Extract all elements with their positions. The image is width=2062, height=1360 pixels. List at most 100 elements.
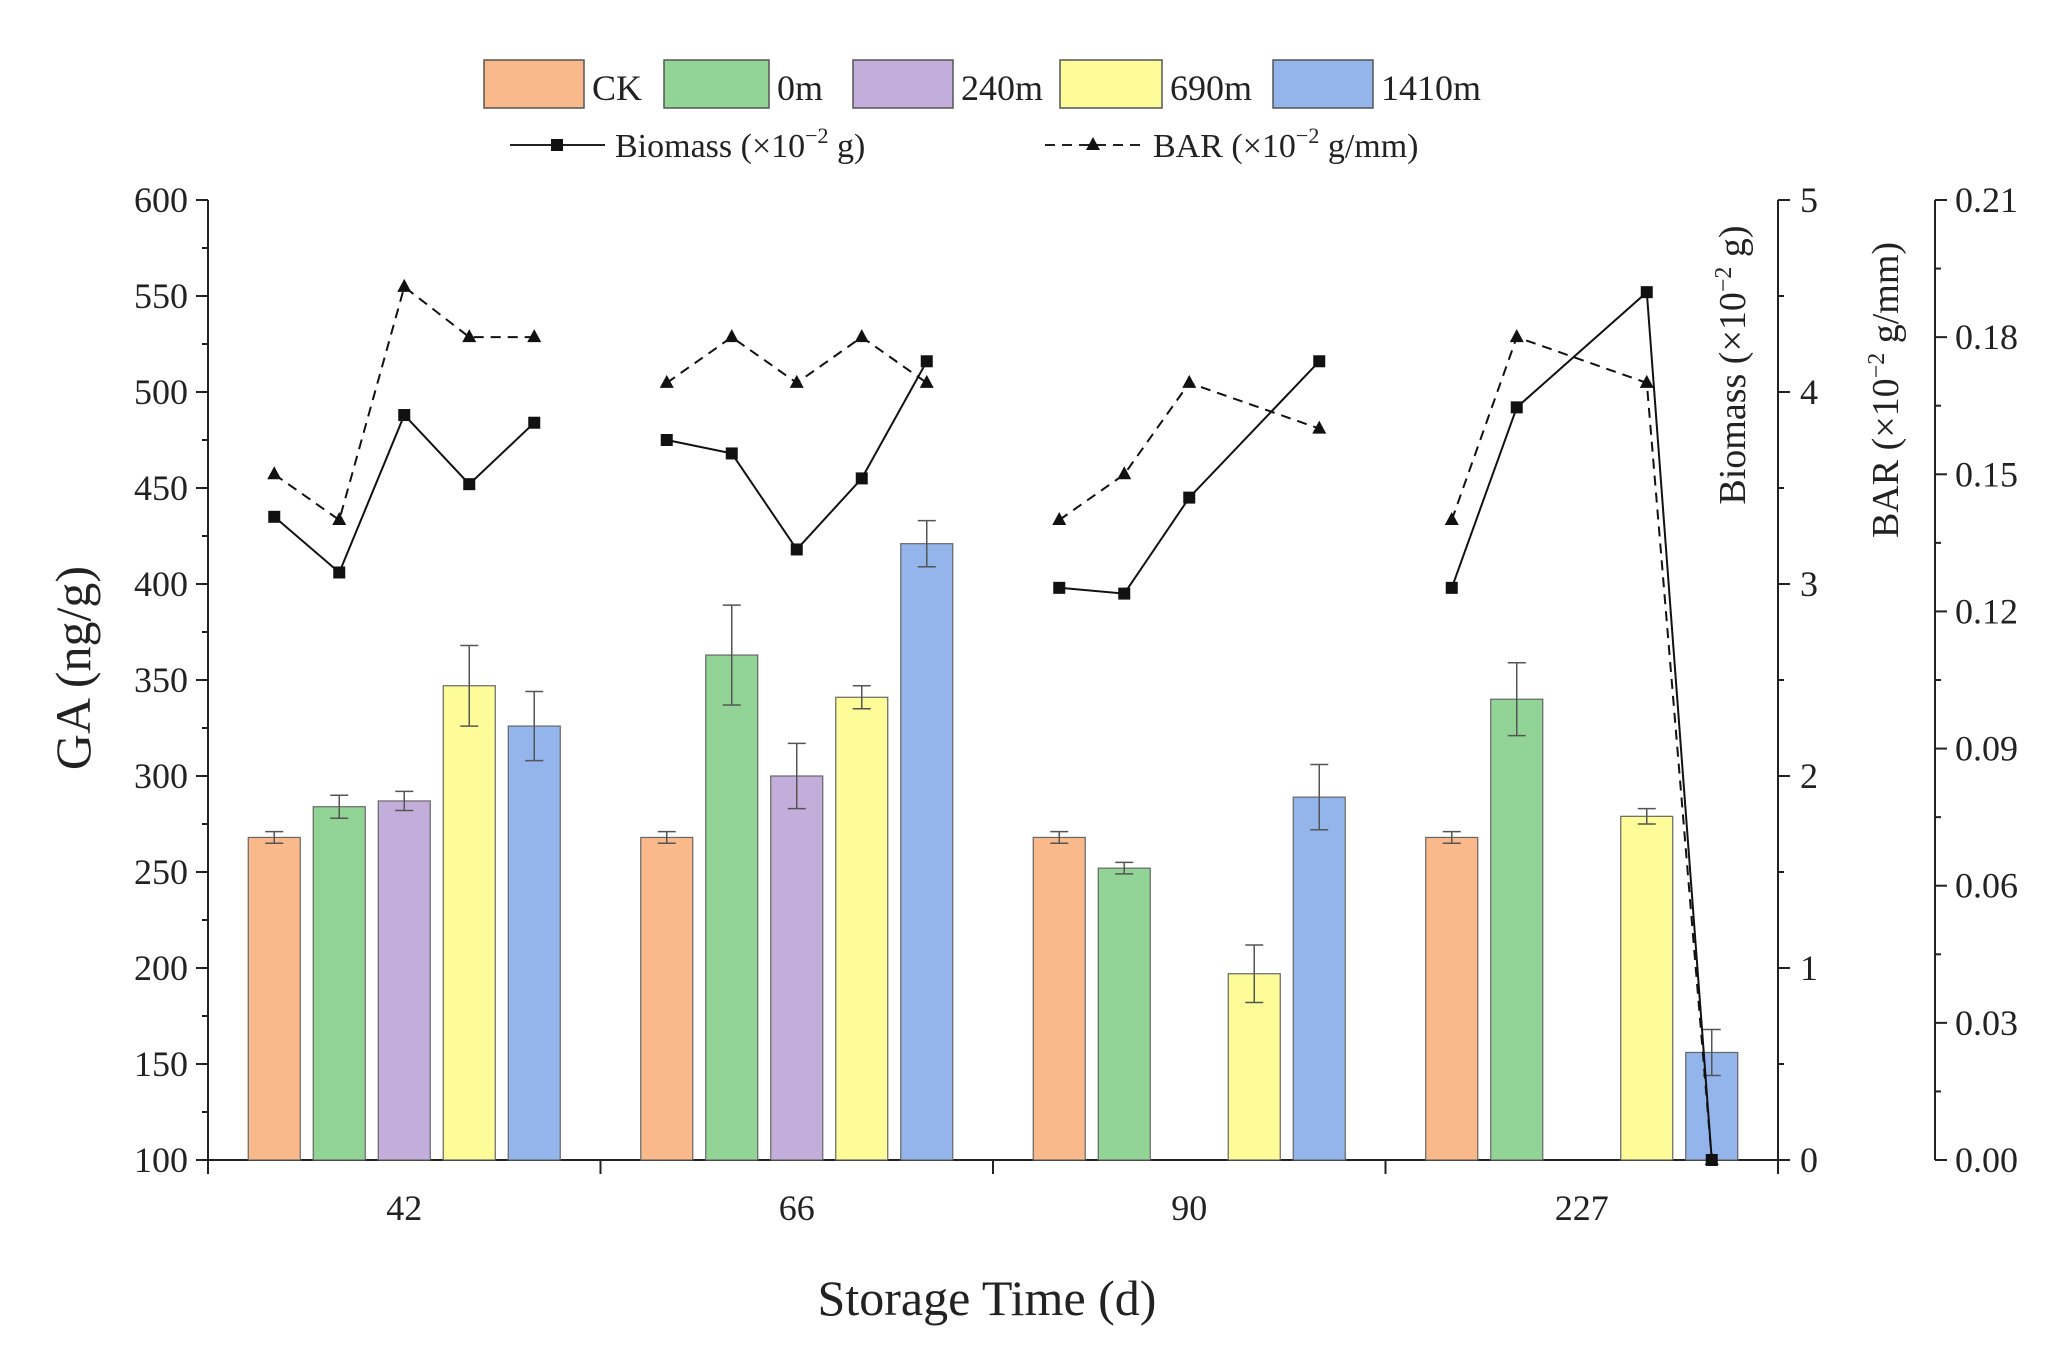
bar-ratio-line-90 <box>1058 381 1320 521</box>
y-tick-label: 350 <box>134 660 188 700</box>
x-axis-title: Storage Time (d) <box>818 1270 1157 1326</box>
y-tick-label: 600 <box>134 180 188 220</box>
bar-0m-66 <box>705 654 759 1161</box>
y-tick-label: 500 <box>134 372 188 412</box>
bar-ratio-line-42 <box>273 285 535 522</box>
bar-ratio-point <box>789 374 804 388</box>
bar-ratio-point <box>919 374 934 388</box>
y-tick-label: 550 <box>134 276 188 316</box>
biomass-point <box>790 543 803 556</box>
y2-tick-label: 0 <box>1800 1140 1818 1180</box>
bar-ratio-point <box>659 374 674 388</box>
y3-tick-label: 0.00 <box>1955 1140 2018 1180</box>
biomass-point <box>463 478 476 491</box>
bar-ratio-point <box>1444 512 1459 525</box>
bar-0m-227 <box>1490 698 1544 1161</box>
y2-tick-label: 2 <box>1800 756 1818 796</box>
legend-bar-label: BAR (×10−2 g/mm) <box>1153 123 1419 165</box>
biomass-point <box>660 434 673 446</box>
bar-690m-42 <box>442 685 496 1161</box>
y-tick-label: 450 <box>134 468 188 508</box>
y-axis-title: GA (ng/g) <box>45 566 101 770</box>
bars <box>247 519 1739 1161</box>
biomass-point <box>333 566 346 579</box>
x-tick-label: 42 <box>386 1188 422 1228</box>
legend-swatch-0m <box>663 59 770 109</box>
y3-tick-label: 0.18 <box>1955 317 2018 357</box>
legend-biomass: Biomass (×10−2 g) <box>510 123 865 165</box>
y3-tick-label: 0.06 <box>1955 866 2018 906</box>
biomass-point <box>1313 355 1326 368</box>
y-tick-label: 200 <box>134 948 188 988</box>
bar-ratio-point <box>1639 374 1654 388</box>
bar-ratio-point <box>854 329 869 343</box>
y-tick-label: 300 <box>134 756 188 796</box>
biomass-point <box>725 447 738 460</box>
biomass-line-42 <box>273 413 535 575</box>
bar-690m-227 <box>1620 815 1674 1161</box>
y3-tick-label: 0.21 <box>1955 180 2018 220</box>
legend-bar: BAR (×10−2 g/mm) <box>1045 123 1419 165</box>
bar-ratio-point <box>1052 512 1067 525</box>
y3-tick-label: 0.09 <box>1955 729 2018 769</box>
bar-0m-90 <box>1097 867 1151 1161</box>
bar-690m-66 <box>835 696 889 1161</box>
bar-ratio-point <box>1312 420 1327 434</box>
legend: CK 0m 240m 690m 1410m Biomass (×10−2 g) BAR … <box>483 59 1481 165</box>
x-tick-label: 90 <box>1171 1188 1207 1228</box>
biomass-line-66 <box>666 360 928 552</box>
y-tick-label: 150 <box>134 1044 188 1084</box>
y2-tick-label: 3 <box>1800 564 1818 604</box>
y3-tick-label: 0.03 <box>1955 1003 2018 1043</box>
biomass-point <box>1510 401 1523 414</box>
bar-ck-90 <box>1032 836 1086 1161</box>
bar-1410m-42 <box>507 725 561 1161</box>
biomass-point <box>1183 491 1196 504</box>
legend-label-240m: 240m <box>961 68 1043 108</box>
biomass-point <box>1118 587 1131 600</box>
bar-ck-42 <box>247 836 301 1161</box>
y2-axis-title: Biomass (×10−2 g) <box>1711 225 1754 504</box>
y3-tick-label: 0.15 <box>1955 454 2018 494</box>
bar-ratio-point <box>1117 466 1132 480</box>
bar-ratio-point <box>1182 374 1197 388</box>
legend-swatch-1410m <box>1272 59 1374 109</box>
bar-ratio-point <box>267 466 282 480</box>
legend-swatch-ck <box>483 59 585 109</box>
bar-ck-66 <box>640 836 694 1161</box>
biomass-point <box>528 416 541 429</box>
bar-ratio-point <box>527 329 542 343</box>
legend-label-0m: 0m <box>777 68 823 108</box>
bar-ratio-point <box>332 512 347 525</box>
y3-axis-title: BAR (×10−2 g/mm) <box>1864 242 1907 538</box>
legend-swatch-240m <box>852 59 954 109</box>
y3-tick-label: 0.12 <box>1955 591 2018 631</box>
biomass-point <box>1640 286 1653 299</box>
legend-label-ck: CK <box>592 68 642 108</box>
y2-tick-label: 1 <box>1800 948 1818 988</box>
bar-1410m-90 <box>1292 796 1346 1161</box>
bar-ratio-point <box>1509 329 1524 343</box>
legend-label-690m: 690m <box>1170 68 1252 108</box>
legend-swatch-690m <box>1059 59 1163 109</box>
bar-ratio-point <box>1704 1152 1719 1165</box>
bar-ck-227 <box>1425 836 1479 1161</box>
bar-0m-42 <box>312 806 366 1161</box>
biomass-line-90 <box>1059 360 1321 595</box>
biomass-point <box>1445 581 1458 594</box>
axes: 100 150 200 250 300 350 400 450 500 550 600 0 1 2 3 4 5 0… <box>134 180 2018 1228</box>
biomass-point <box>1053 581 1066 594</box>
bar-ratio-point <box>462 329 477 343</box>
y-tick-label: 250 <box>134 852 188 892</box>
y2-tick-label: 5 <box>1800 180 1818 220</box>
y-tick-label: 400 <box>134 564 188 604</box>
y2-tick-label: 4 <box>1800 372 1818 412</box>
x-tick-label: 227 <box>1555 1188 1609 1228</box>
legend-label-1410m: 1410m <box>1381 68 1481 108</box>
legend-biomass-label: Biomass (×10−2 g) <box>615 123 865 165</box>
biomass-point <box>920 355 933 368</box>
bar-690m-90 <box>1227 973 1281 1161</box>
biomass-point <box>268 510 281 523</box>
bar-240m-42 <box>377 800 431 1161</box>
